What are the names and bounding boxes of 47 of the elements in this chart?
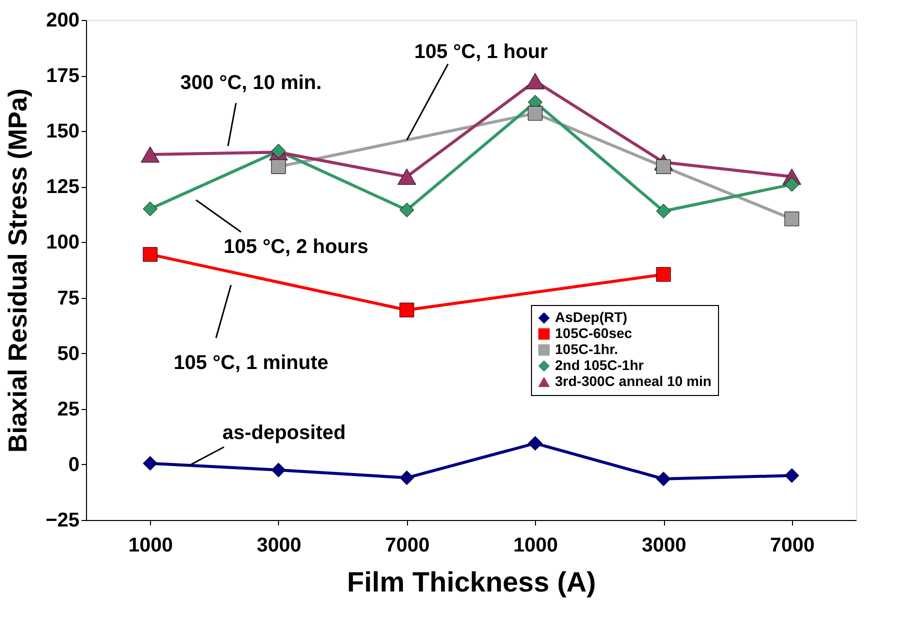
point (526, 72, 544, 90)
x-axis-title: Film Thickness (A) (347, 566, 596, 598)
y-tick-label: 200 (46, 10, 80, 32)
y-tick-label: 0 (68, 454, 80, 476)
annotation: 300 °C, 10 min. (180, 72, 322, 94)
point (656, 204, 671, 218)
point (142, 202, 158, 216)
legend-label: 105C-1hr. (555, 341, 618, 357)
point (142, 247, 158, 262)
x-tick-label: 1000 (513, 534, 558, 556)
point (400, 202, 414, 218)
legend-label: 3rd-300C anneal 10 min (555, 373, 712, 389)
point (784, 468, 800, 483)
x-tick-label: 3000 (642, 534, 686, 556)
x-tick-label: 7000 (770, 534, 815, 556)
annotation: 105 °C, 2 hours (224, 236, 368, 258)
y-tick-label: 175 (46, 65, 80, 88)
point (528, 106, 542, 121)
x-tick-label: 1000 (128, 534, 173, 556)
y-tick-label: 100 (46, 232, 80, 254)
x-tick-label: 3000 (256, 534, 302, 556)
legend-label: 105C-60sec (555, 325, 632, 341)
y-tick-label: −25 (46, 510, 80, 532)
point (398, 168, 416, 185)
legend-label: 2nd 105C-1hr (555, 357, 644, 373)
point (656, 267, 671, 282)
point (142, 456, 158, 471)
point (400, 302, 414, 318)
annotation: as-deposited (222, 422, 346, 444)
y-axis-title: Biaxial Residual Stress (MPa) (2, 88, 33, 453)
point (400, 470, 414, 486)
point (271, 159, 286, 174)
y-tick-label: 125 (46, 176, 80, 198)
y-tick-label: 75 (57, 287, 80, 310)
annotation: 105 °C, 1 minute (174, 352, 328, 374)
legend-label: AsDep(RT) (555, 309, 628, 325)
x-tick-label: 7000 (385, 534, 430, 556)
point (528, 436, 542, 451)
point (784, 177, 800, 192)
y-tick-label: 50 (57, 342, 80, 365)
y-tick-label: 150 (46, 120, 80, 143)
point (140, 146, 160, 163)
annotation: 105 °C, 1 hour (414, 41, 548, 63)
point (271, 462, 286, 478)
y-tick-label: 25 (57, 398, 80, 420)
point (784, 212, 800, 226)
point (656, 472, 671, 486)
